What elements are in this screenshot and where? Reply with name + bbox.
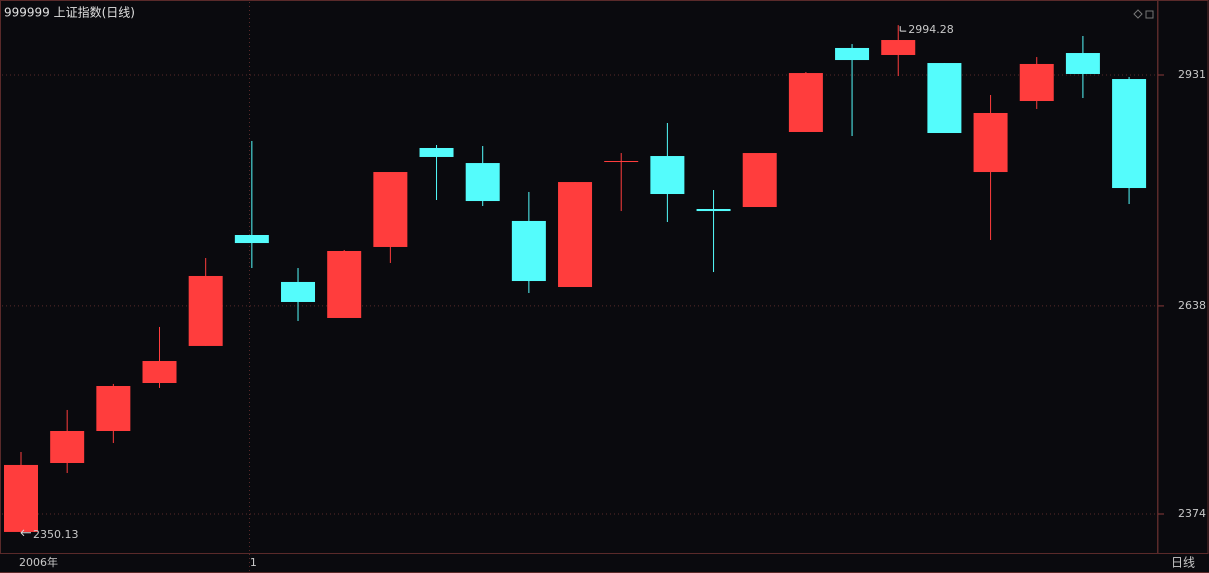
candle-body — [327, 250, 362, 318]
candle-body — [4, 464, 38, 532]
candle-body — [1112, 79, 1147, 189]
annotation-arrow — [20, 529, 31, 537]
candle-body — [50, 431, 85, 463]
x-tick-label: 1 — [250, 556, 257, 569]
candle-body — [1019, 63, 1054, 102]
axis-frame — [1157, 0, 1209, 554]
candle-body — [835, 47, 870, 61]
candle-body — [511, 220, 546, 282]
candle-body — [881, 40, 916, 55]
candle-body — [604, 160, 639, 163]
chart-title: 999999 上证指数(日线) — [4, 5, 135, 20]
candle-body — [419, 147, 454, 157]
candle-body — [96, 385, 131, 431]
icon-diamond[interactable] — [1133, 9, 1143, 19]
y-tick-label: 2931 — [1178, 68, 1206, 81]
candle-body — [973, 112, 1008, 173]
x-tick-label: 2006年 — [19, 555, 58, 569]
candle-body — [142, 361, 177, 384]
annotation-arrow — [899, 26, 907, 32]
y-tick-label: 2638 — [1178, 299, 1206, 312]
candle-body — [927, 63, 962, 134]
y-tick-label: 2374 — [1178, 507, 1206, 520]
period-label: 日线 — [1171, 556, 1195, 570]
icon-window[interactable] — [1145, 10, 1154, 19]
candle-body — [788, 73, 823, 132]
candle-body — [188, 275, 223, 346]
min-annotation: 2350.13 — [33, 528, 79, 541]
candle-body — [650, 156, 685, 195]
candle-body — [696, 208, 731, 212]
candle-body — [281, 281, 316, 302]
candle-body — [558, 182, 593, 288]
candle-body — [742, 153, 777, 208]
candle-body — [234, 234, 269, 244]
candle-body — [465, 163, 500, 202]
candle-body — [373, 172, 408, 247]
candle-body — [1065, 53, 1100, 74]
max-annotation: 2994.28 — [908, 23, 954, 36]
